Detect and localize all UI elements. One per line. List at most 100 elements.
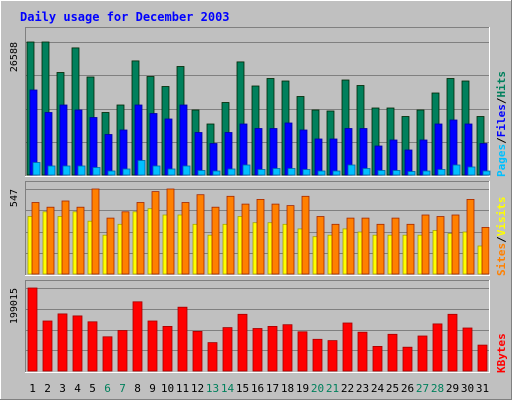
bar-pages-6 bbox=[107, 170, 116, 176]
bar-kbytes-17 bbox=[267, 325, 278, 372]
bar-files-7 bbox=[119, 129, 128, 176]
bar-sites-30 bbox=[466, 198, 475, 275]
bar-sites-17 bbox=[271, 203, 280, 275]
bar-pages-4 bbox=[77, 165, 86, 176]
bar-pages-27 bbox=[422, 170, 431, 176]
bar-kbytes-24 bbox=[372, 345, 383, 372]
legend-entry: Sites bbox=[495, 243, 508, 276]
bar-sites-21 bbox=[331, 223, 340, 275]
x-tick-label-7: 7 bbox=[119, 382, 126, 395]
bar-sites-10 bbox=[166, 188, 175, 275]
legend-hits-files-pages: Pages/Files/Hits bbox=[495, 71, 508, 177]
legend-entry: / bbox=[495, 236, 508, 243]
bar-pages-3 bbox=[62, 165, 71, 176]
bar-files-12 bbox=[194, 132, 203, 176]
x-tick-label-21: 21 bbox=[326, 382, 339, 395]
legend-entry: Files bbox=[495, 104, 508, 137]
bar-files-16 bbox=[254, 128, 263, 176]
bar-sites-25 bbox=[391, 217, 400, 275]
bar-sites-28 bbox=[436, 216, 445, 275]
bar-files-13 bbox=[209, 143, 218, 176]
bar-sites-16 bbox=[256, 198, 265, 275]
bar-files-28 bbox=[434, 123, 443, 176]
bar-sites-13 bbox=[211, 206, 220, 275]
x-tick-label-9: 9 bbox=[149, 382, 156, 395]
x-tick-label-23: 23 bbox=[356, 382, 369, 395]
bar-pages-7 bbox=[122, 168, 131, 176]
x-tick-label-2: 2 bbox=[44, 382, 51, 395]
bar-kbytes-7 bbox=[117, 330, 128, 372]
bar-sites-3 bbox=[61, 200, 70, 275]
x-tick-label-31: 31 bbox=[476, 382, 489, 395]
x-tick-label-1: 1 bbox=[29, 382, 36, 395]
bar-files-11 bbox=[179, 104, 188, 176]
bar-files-21 bbox=[329, 138, 338, 176]
bar-sites-9 bbox=[151, 191, 160, 275]
bar-sites-19 bbox=[301, 195, 310, 275]
bar-pages-19 bbox=[302, 169, 311, 176]
y-max-label: 26588 bbox=[9, 42, 20, 72]
bar-pages-13 bbox=[212, 170, 221, 176]
x-tick-label-20: 20 bbox=[311, 382, 324, 395]
bar-pages-23 bbox=[362, 168, 371, 176]
bar-sites-7 bbox=[121, 211, 130, 275]
bar-sites-11 bbox=[181, 202, 190, 275]
bar-files-25 bbox=[389, 139, 398, 176]
bar-files-5 bbox=[89, 117, 98, 176]
x-tick-label-11: 11 bbox=[176, 382, 189, 395]
bar-pages-9 bbox=[152, 165, 161, 176]
bar-files-3 bbox=[59, 104, 68, 176]
legend-entry: Pages bbox=[495, 144, 508, 177]
bar-kbytes-14 bbox=[222, 327, 233, 372]
bar-kbytes-18 bbox=[282, 324, 293, 372]
bar-kbytes-19 bbox=[297, 331, 308, 372]
bar-sites-23 bbox=[361, 217, 370, 275]
bar-sites-5 bbox=[91, 188, 100, 275]
bar-sites-22 bbox=[346, 217, 355, 275]
bar-pages-8 bbox=[137, 160, 146, 176]
bar-kbytes-27 bbox=[417, 335, 428, 372]
bar-kbytes-26 bbox=[402, 346, 413, 372]
bar-sites-6 bbox=[106, 217, 115, 275]
legend-entry: KBytes bbox=[495, 333, 508, 373]
x-tick-label-16: 16 bbox=[251, 382, 264, 395]
y-max-label: 199015 bbox=[9, 288, 20, 324]
bar-pages-12 bbox=[197, 170, 206, 176]
bar-sites-12 bbox=[196, 194, 205, 275]
legend-visits-sites: Sites/Visits bbox=[495, 197, 508, 277]
x-tick-label-27: 27 bbox=[416, 382, 429, 395]
legend-entry: Hits bbox=[495, 71, 508, 98]
bar-pages-15 bbox=[242, 164, 251, 176]
panel-hits-files-pages: 26588 Pages/Files/Hits bbox=[9, 27, 508, 177]
bar-pages-10 bbox=[167, 168, 176, 176]
bar-sites-2 bbox=[46, 206, 55, 275]
x-tick-label-4: 4 bbox=[74, 382, 81, 395]
bar-pages-26 bbox=[407, 171, 416, 176]
bar-kbytes-16 bbox=[252, 328, 263, 372]
bar-kbytes-15 bbox=[237, 313, 248, 372]
bar-pages-11 bbox=[182, 165, 191, 176]
bar-files-20 bbox=[314, 138, 323, 176]
bar-sites-26 bbox=[406, 223, 415, 275]
bar-files-27 bbox=[419, 139, 428, 176]
bar-files-18 bbox=[284, 122, 293, 176]
x-tick-label-18: 18 bbox=[281, 382, 294, 395]
x-tick-label-14: 14 bbox=[221, 382, 235, 395]
bar-kbytes-31 bbox=[477, 344, 488, 372]
bar-pages-14 bbox=[227, 168, 236, 176]
bar-pages-1 bbox=[32, 162, 41, 176]
x-tick-label-17: 17 bbox=[266, 382, 279, 395]
chart-title: Daily usage for December 2003 bbox=[20, 10, 230, 24]
bar-sites-29 bbox=[451, 214, 460, 275]
bar-kbytes-11 bbox=[177, 306, 188, 372]
bar-sites-24 bbox=[376, 223, 385, 275]
panel-visits-sites: 547 Sites/Visits bbox=[9, 181, 508, 276]
x-tick-label-10: 10 bbox=[161, 382, 174, 395]
bar-files-4 bbox=[74, 109, 83, 176]
bar-kbytes-28 bbox=[432, 323, 443, 372]
legend-entry: Visits bbox=[495, 197, 508, 237]
legend-kbytes: KBytes bbox=[495, 333, 508, 373]
x-tick-label-12: 12 bbox=[191, 382, 204, 395]
bar-kbytes-20 bbox=[312, 338, 323, 372]
bar-kbytes-3 bbox=[57, 313, 68, 372]
